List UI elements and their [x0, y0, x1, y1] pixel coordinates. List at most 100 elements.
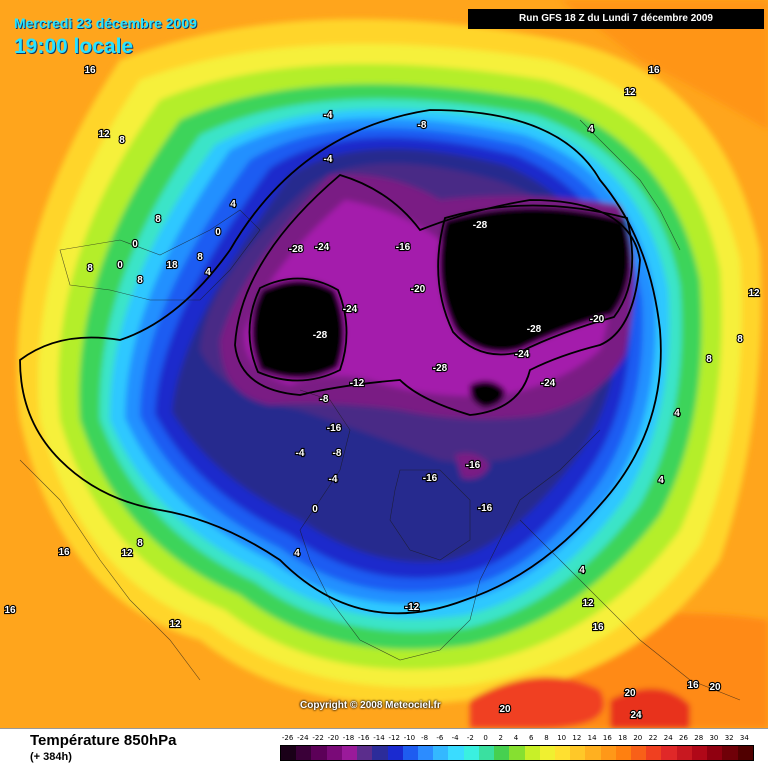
temperature-label: 20	[709, 682, 721, 693]
colorbar-cell	[737, 746, 753, 760]
colorbar-cell	[509, 746, 525, 760]
temperature-label: 24	[630, 710, 642, 721]
colorbar-cell	[448, 746, 464, 760]
temperature-label: -28	[527, 324, 542, 335]
temperature-label: 16	[84, 65, 96, 76]
temperature-label: -28	[433, 363, 448, 374]
temperature-label: 0	[132, 239, 138, 250]
temperature-label: 8	[155, 214, 161, 225]
temperature-label: 4	[230, 199, 236, 210]
colorbar-tick-label: 14	[587, 734, 597, 742]
temperature-label: 8	[197, 252, 203, 263]
temperature-label: -4	[329, 474, 338, 485]
colorbar-tick-label: 32	[724, 734, 734, 742]
colorbar-tick-label: 20	[633, 734, 643, 742]
colorbar-cell	[478, 746, 495, 760]
colorbar-cell	[433, 746, 449, 760]
temperature-label: -16	[478, 503, 493, 514]
temperature-label: 8	[137, 538, 143, 549]
colorbar-tick-label: -20	[327, 734, 339, 742]
temperature-label: 8	[137, 275, 143, 286]
colorbar-tick-label: 22	[648, 734, 658, 742]
coastlines	[19, 119, 741, 701]
temperature-label: 4	[658, 475, 664, 486]
copyright-notice: Copyright © 2008 Meteociel.fr	[300, 700, 441, 711]
colorbar-cell	[539, 746, 555, 760]
cold-pocket-central	[455, 452, 490, 479]
colorbar-tick-label: 30	[709, 734, 719, 742]
temperature-label: 12	[582, 598, 594, 609]
colorbar-tick-label: 0	[483, 734, 488, 742]
temperature-label: 12	[169, 619, 181, 630]
colorbar-tick-label: -8	[421, 734, 429, 742]
colorbar-cell	[417, 746, 434, 760]
colorbar-cell	[646, 746, 662, 760]
colorbar-cell	[691, 746, 708, 760]
temperature-label: -20	[590, 314, 605, 325]
colorbar-tick-label: -14	[373, 734, 385, 742]
colorbar-cell	[676, 746, 692, 760]
zone-orange-ne	[560, 0, 768, 130]
temperature-label: -24	[515, 349, 530, 360]
cold-core-south	[469, 381, 505, 408]
colorbar-tick-label: -24	[297, 734, 309, 742]
colorbar-cell	[311, 746, 327, 760]
temperature-label: 12	[748, 288, 760, 299]
colorbar-cell	[296, 746, 312, 760]
temperature-label: -12	[405, 602, 420, 613]
temperature-label: 20	[499, 704, 511, 715]
temperature-label: -16	[423, 473, 438, 484]
colorbar-tick-label: -10	[403, 734, 416, 742]
temperature-label: 4	[588, 124, 594, 135]
variable-title: Température 850hPa	[30, 732, 177, 749]
temperature-label: 8	[706, 354, 712, 365]
cold-core-west	[251, 280, 345, 379]
colorbar-tick-label: 4	[513, 734, 519, 742]
temperature-label: -4	[324, 110, 333, 121]
temperature-label: 16	[592, 622, 604, 633]
colorbar-cell	[570, 746, 586, 760]
colorbar-tick-label: 16	[602, 734, 612, 742]
colorbar-cell	[463, 746, 479, 760]
colorbar-tick-label: -18	[342, 734, 355, 742]
colorbar-cell	[585, 746, 601, 760]
colorbar-tick-label: -12	[388, 734, 400, 742]
warm-patch-se-2	[610, 688, 690, 728]
temperature-label: 20	[624, 688, 636, 699]
colorbar-tick-label: -26	[281, 734, 294, 742]
colorbar-tick-label: 24	[663, 734, 673, 742]
temperature-label: 4	[579, 565, 585, 576]
temperature-label: -16	[396, 242, 411, 253]
temperature-label: -16	[327, 423, 342, 434]
run-info-banner: Run GFS 18 Z du Lundi 7 décembre 2009	[468, 9, 764, 29]
temperature-label: 16	[648, 65, 660, 76]
colorbar-cell	[387, 746, 403, 760]
temperature-label: 8	[87, 263, 93, 274]
temperature-label: -28	[289, 244, 304, 255]
colorbar-cell	[341, 746, 358, 760]
colorbar-tick-label: -6	[436, 734, 444, 742]
temperature-label: 16	[58, 547, 70, 558]
temperature-label: -12	[350, 378, 365, 389]
temperature-label: 4	[294, 548, 300, 559]
colorbar-tick-label: 6	[528, 734, 534, 742]
colorbar-tick-label: 12	[572, 734, 582, 742]
temperature-label: 16	[4, 605, 16, 616]
contour-zero	[19, 109, 662, 615]
colorbar-tick-label: -16	[358, 734, 370, 742]
colorbar-cell	[600, 746, 616, 760]
colorbar-tick-label: 18	[618, 734, 628, 742]
temperature-label: 0	[117, 260, 123, 271]
temperature-label: 4	[674, 408, 680, 419]
contour-minus-28-east	[437, 204, 634, 356]
colorbar-tick-label: 26	[679, 734, 688, 742]
cold-core-east	[439, 207, 631, 353]
colorbar-tick-label: 34	[739, 734, 749, 742]
colorbar-tick-label: 8	[544, 734, 549, 742]
temperature-label: -24	[541, 378, 556, 389]
map-footer: Température 850hPa (+ 384h) -26 -24 -22 -20…	[0, 728, 768, 769]
temperature-label: 12	[121, 548, 133, 559]
temperature-label: -28	[313, 330, 328, 341]
